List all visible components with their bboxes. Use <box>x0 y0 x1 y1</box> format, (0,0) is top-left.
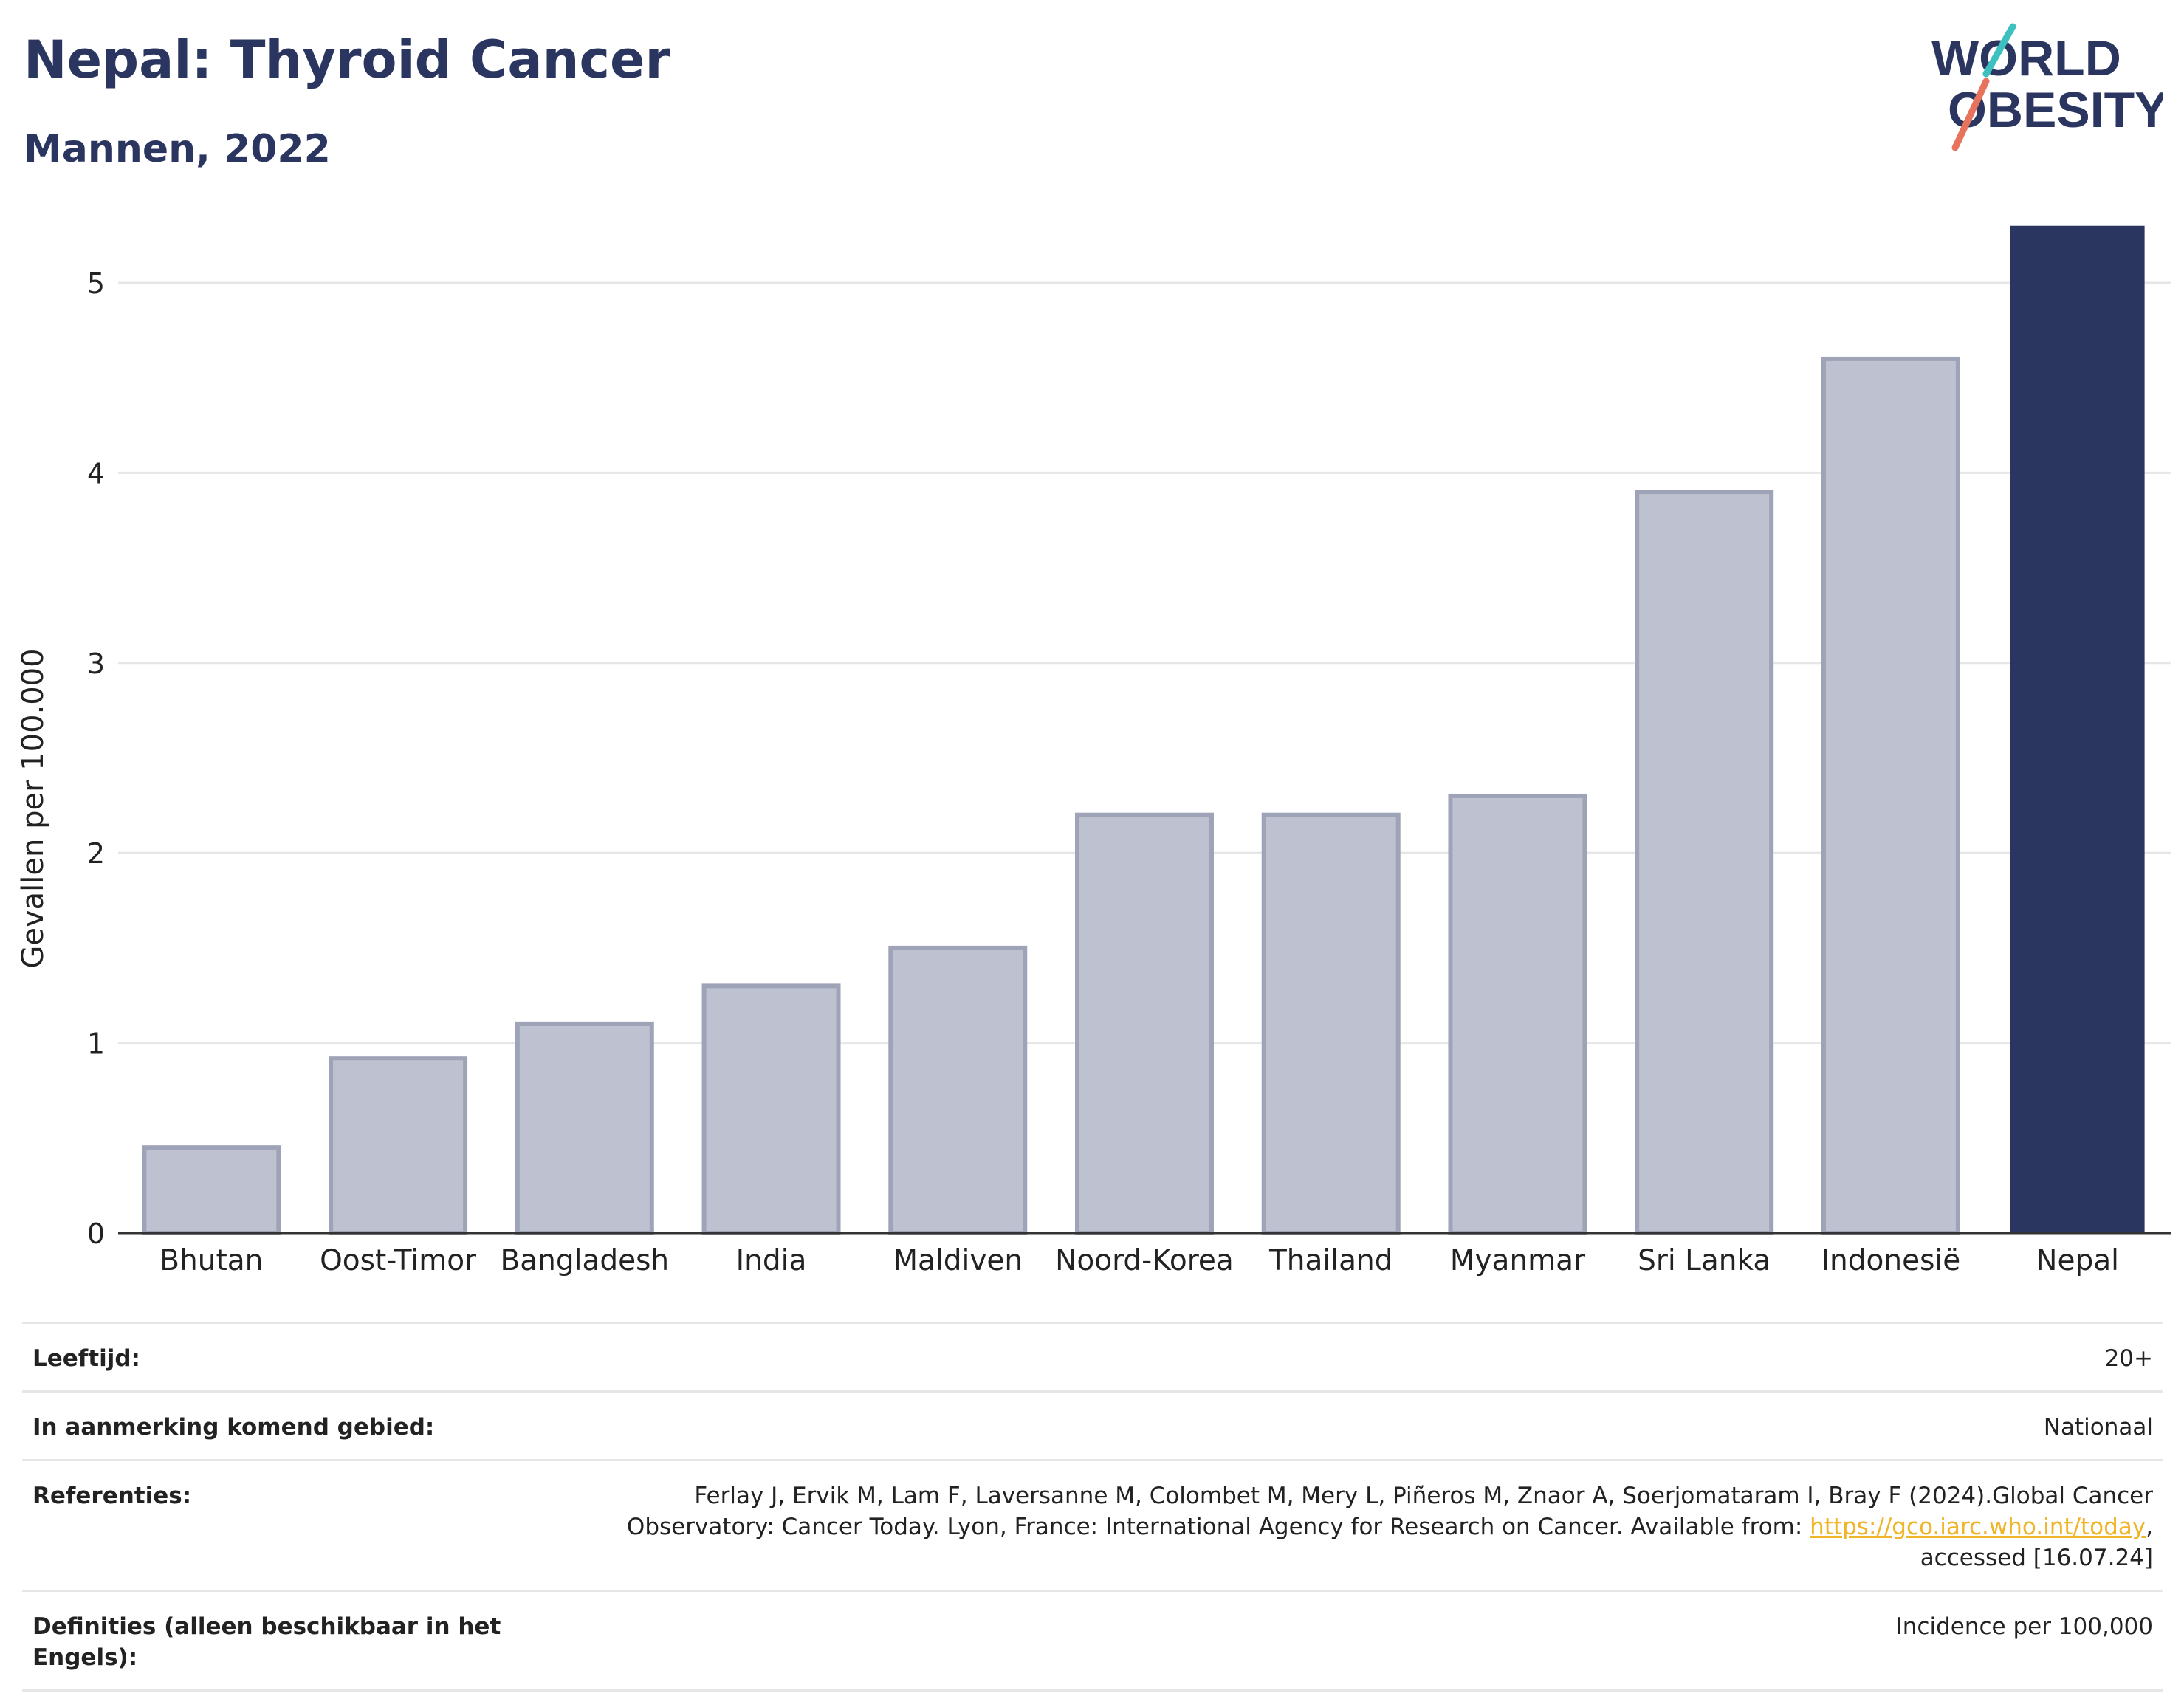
x-tick-label: Sri Lanka <box>1638 1244 1771 1277</box>
logo-slash-red <box>1951 78 1990 151</box>
meta-label: In aanmerking komend gebied: <box>32 1414 435 1441</box>
y-tick-label: 1 <box>87 1028 105 1060</box>
bar-sri-lanka[interactable] <box>1635 490 1774 1236</box>
bar-thailand[interactable] <box>1261 812 1401 1235</box>
x-tick-label: Thailand <box>1268 1244 1393 1277</box>
reference-link[interactable]: https://gco.iarc.who.int/today <box>1810 1514 2146 1540</box>
bar-chart: 0 1 2 3 4 5 Bhutan Oost-Timor Bangladesh India Mal… <box>16 225 2171 1277</box>
meta-row-area: In aanmerking komend gebied: Nationaal <box>22 1390 2163 1459</box>
meta-row-definitions: Definities (alleen beschikbaar in het En… <box>22 1590 2163 1692</box>
y-axis-label: Gevallen per 100.000 <box>16 648 50 968</box>
meta-value: Ferlay J, Ervik M, Lam F, Laversanne M, … <box>566 1480 2153 1573</box>
meta-label: Referenties: <box>32 1483 192 1509</box>
bar-nepal[interactable] <box>2010 225 2145 1234</box>
meta-value: Incidence per 100,000 <box>1895 1613 2153 1640</box>
bar-myanmar[interactable] <box>1448 793 1587 1235</box>
meta-row-age: Leeftijd: 20+ <box>22 1322 2163 1390</box>
axes: 0 1 2 3 4 5 Bhutan Oost-Timor Bangladesh India Mal… <box>87 267 2171 1277</box>
bar-indonesi-[interactable] <box>1821 356 1960 1236</box>
world-obesity-logo: WORLD OBESITY <box>1931 23 2163 151</box>
x-tick-label: Oost-Timor <box>320 1244 477 1277</box>
x-tick-label: Myanmar <box>1450 1244 1586 1277</box>
meta-value: 20+ <box>2104 1345 2153 1372</box>
reference-text-end: , accessed [16.07.24] <box>1920 1514 2153 1571</box>
y-tick-label: 3 <box>87 648 105 680</box>
bar-oost-timor[interactable] <box>329 1056 468 1235</box>
chart-subtitle: Mannen, 2022 <box>24 127 331 171</box>
y-tick-label: 2 <box>87 837 105 870</box>
meta-value: Nationaal <box>2043 1414 2153 1441</box>
meta-label: Leeftijd: <box>32 1345 140 1372</box>
x-tick-label: Nepal <box>2036 1244 2119 1277</box>
y-tick-label: 4 <box>87 457 105 490</box>
x-tick-label: India <box>736 1244 807 1277</box>
y-tick-label: 0 <box>87 1218 105 1250</box>
x-tick-label: Indonesië <box>1821 1244 1961 1277</box>
bar-noord-korea[interactable] <box>1075 812 1214 1235</box>
bars <box>142 225 2145 1236</box>
x-tick-label: Bhutan <box>159 1244 263 1277</box>
bar-india[interactable] <box>701 983 841 1235</box>
meta-row-references: Referenties: Ferlay J, Ervik M, Lam F, L… <box>22 1459 2163 1590</box>
logo-line1: WORLD <box>1931 30 2121 86</box>
chart-title: Nepal: Thyroid Cancer <box>24 30 670 90</box>
x-tick-label: Noord-Korea <box>1055 1244 1234 1277</box>
x-tick-label: Bangladesh <box>500 1244 669 1277</box>
x-tick-label: Maldiven <box>893 1244 1023 1277</box>
metadata-table: Leeftijd: 20+ In aanmerking komend gebie… <box>22 1322 2163 1692</box>
y-tick-label: 5 <box>87 267 105 300</box>
meta-label: Definities (alleen beschikbaar in het En… <box>32 1613 501 1671</box>
logo-slash-teal <box>1982 23 2016 78</box>
bar-bangladesh[interactable] <box>515 1021 654 1235</box>
reference-text: Ferlay J, Ervik M, Lam F, Laversanne M, … <box>626 1483 2153 1540</box>
bar-maldiven[interactable] <box>888 945 1028 1236</box>
bar-bhutan[interactable] <box>142 1145 281 1235</box>
